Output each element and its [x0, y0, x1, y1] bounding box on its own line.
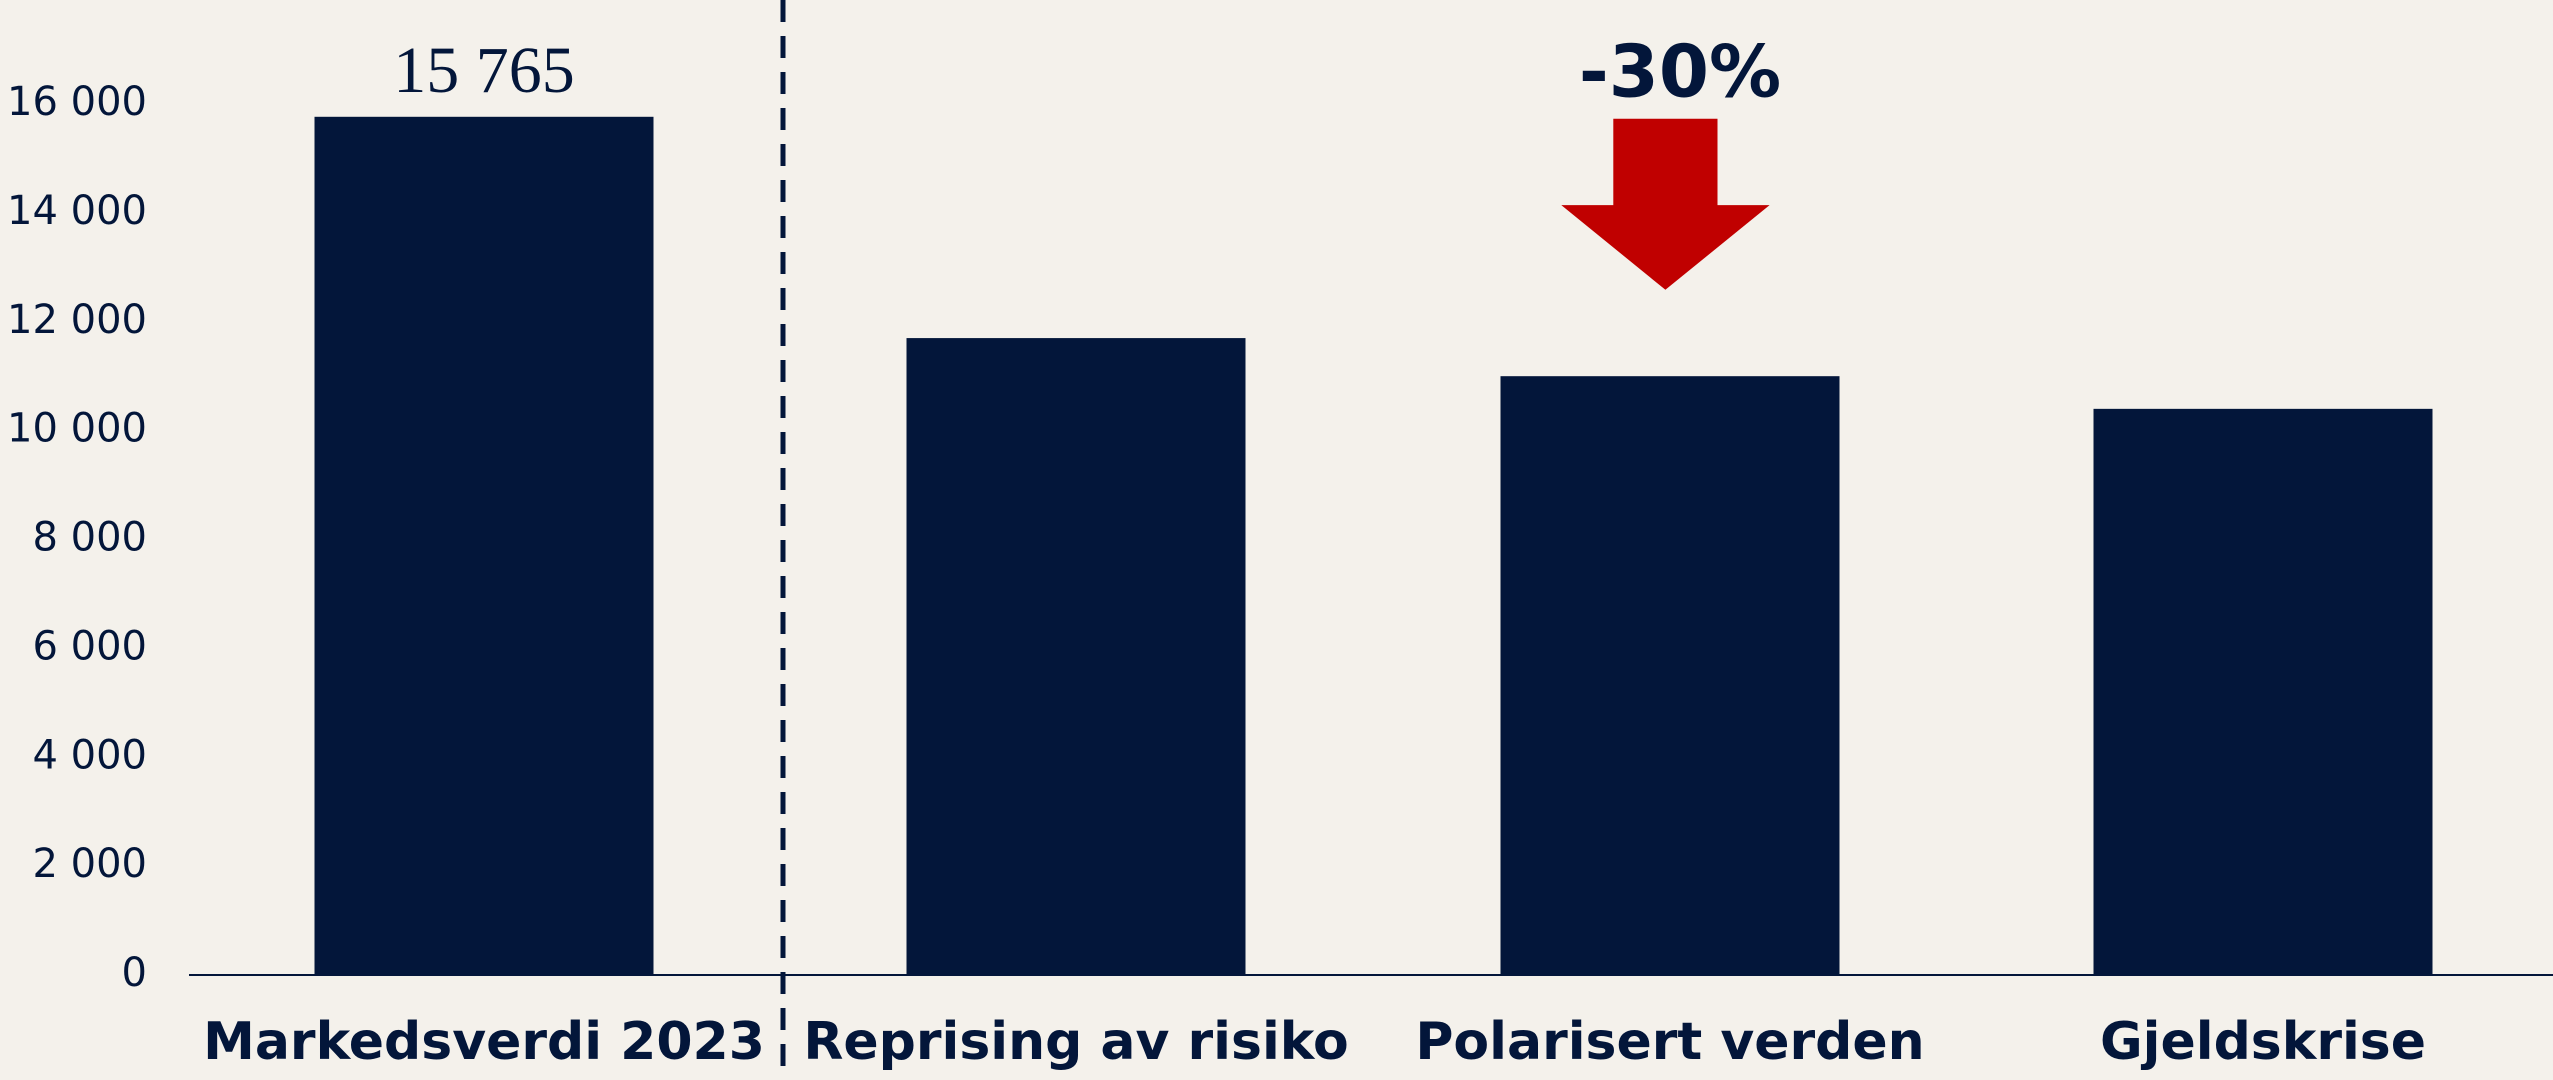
y-tick-label: 12 000: [7, 297, 147, 343]
bar: [314, 116, 654, 975]
y-tick-label: 0: [122, 950, 147, 996]
bar: [2093, 408, 2433, 976]
y-tick-label: 6 000: [32, 623, 147, 669]
bar: [906, 338, 1246, 975]
y-tick-label: 4 000: [32, 732, 147, 778]
x-tick-label: Reprising av risiko: [803, 1012, 1348, 1072]
y-tick-label: 8 000: [32, 515, 147, 561]
data-label: 15 765: [393, 34, 575, 107]
x-tick-label: Markedsverdi 2023: [203, 1012, 765, 1072]
y-tick-label: 16 000: [7, 79, 147, 125]
y-tick-label: 14 000: [7, 188, 147, 234]
x-tick-label: Polarisert verden: [1415, 1012, 1924, 1072]
arrow: [1561, 118, 1770, 290]
annotation: -30%: [1579, 30, 1781, 114]
y-tick-label: 10 000: [7, 406, 147, 452]
bar: [1500, 376, 1840, 975]
y-tick-label: 2 000: [32, 841, 147, 887]
x-tick-label: Gjeldskrise: [2100, 1012, 2426, 1072]
